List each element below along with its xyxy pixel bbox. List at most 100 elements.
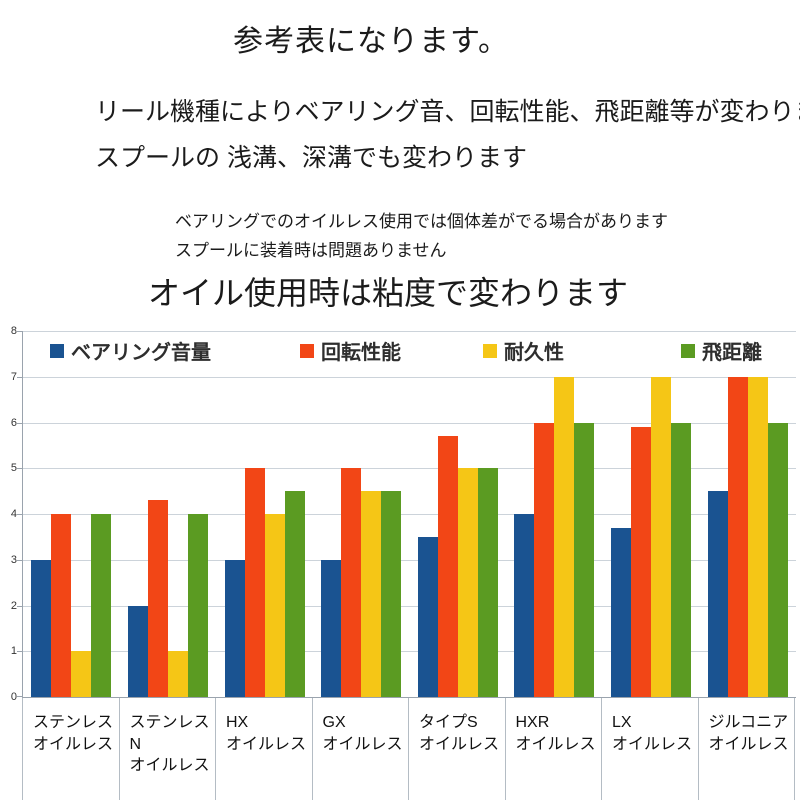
subtitle-line1: リール機種によりベアリング音、回転性能、飛距離等が変わります。 xyxy=(95,98,800,126)
subtitle-line2: スプールの 浅溝、深溝でも変わります xyxy=(95,144,527,172)
bar xyxy=(91,514,112,697)
y-axis-tick-label: 3 xyxy=(10,553,17,566)
x-axis-label-line: HX xyxy=(226,714,249,731)
x-axis-label-line: オイルレス xyxy=(129,757,210,775)
legend-swatch xyxy=(681,343,695,358)
gridline xyxy=(23,422,796,424)
x-axis-label-line: LX xyxy=(612,714,632,731)
y-axis-tick xyxy=(17,651,23,653)
bar-group xyxy=(410,331,507,697)
legend-item: ベアリング音量 xyxy=(50,336,211,365)
emphasis-text: オイル使用時は粘度で変わります xyxy=(148,275,629,311)
x-axis-label-line: ステンレスN xyxy=(129,714,210,753)
bar-group xyxy=(120,331,217,697)
legend-swatch xyxy=(300,343,314,358)
x-axis-label-line: オイルレス xyxy=(322,735,403,753)
gridline xyxy=(23,559,796,561)
x-axis-label-line: オイルレス xyxy=(515,735,596,753)
x-axis-label-line: オイルレス xyxy=(708,735,789,753)
bar xyxy=(187,514,208,697)
bar xyxy=(514,514,535,697)
y-axis-tick-label: 0 xyxy=(10,691,17,703)
bar xyxy=(437,436,458,697)
bars-row xyxy=(23,331,796,697)
bar xyxy=(767,422,788,697)
bar xyxy=(361,491,382,697)
y-axis-tick xyxy=(17,468,23,470)
legend-label: 飛距離 xyxy=(702,342,762,364)
x-axis-label-line: ジルコニア xyxy=(708,714,789,731)
legend-swatch xyxy=(483,343,497,358)
bar xyxy=(224,559,245,697)
bar xyxy=(611,527,632,697)
y-axis-tick xyxy=(17,422,23,424)
y-axis-tick-label: 1 xyxy=(10,645,17,658)
bar xyxy=(321,559,342,697)
y-axis-tick xyxy=(17,605,23,607)
bar-group xyxy=(699,331,796,697)
page-title: 参考表になります。 xyxy=(233,25,509,58)
x-axis-label: LX オイルレス xyxy=(601,698,698,800)
x-axis-label: タイプS オイルレス xyxy=(408,698,505,800)
x-axis-label-line: GX xyxy=(322,714,346,731)
x-axis-label-line: オイルレス xyxy=(419,735,500,753)
gridline xyxy=(23,605,796,607)
bar xyxy=(534,422,555,697)
x-axis-label-line: オイルレス xyxy=(612,735,693,753)
chart-legend: ベアリング音量 回転性能 耐久性 飛距離 xyxy=(23,336,796,365)
legend-item: 耐久性 xyxy=(483,336,564,365)
bar xyxy=(71,651,92,697)
x-axis-label-line: オイルレス xyxy=(226,735,307,753)
gridline xyxy=(23,468,796,470)
bar xyxy=(31,559,52,697)
x-axis-label-line: HXR xyxy=(515,714,550,731)
y-axis-tick xyxy=(17,696,23,697)
legend-label: ベアリング音量 xyxy=(71,342,211,364)
bar xyxy=(284,491,305,697)
y-axis-tick-label: 8 xyxy=(10,325,17,337)
legend-label: 耐久性 xyxy=(504,342,564,364)
legend-item: 回転性能 xyxy=(300,336,401,365)
bar xyxy=(417,536,438,697)
bar xyxy=(457,468,478,697)
bar xyxy=(381,491,402,697)
bar xyxy=(264,514,285,697)
y-axis-tick xyxy=(17,331,23,332)
bar xyxy=(631,427,652,697)
x-axis-label: GX オイルレス xyxy=(311,698,409,800)
y-axis-tick xyxy=(17,514,23,515)
bar xyxy=(554,376,575,697)
x-axis-label: ステンレス オイルレス xyxy=(22,698,119,800)
bar xyxy=(707,491,728,697)
x-axis-label: HX オイルレス xyxy=(215,698,312,800)
bar xyxy=(747,376,768,697)
plot-area: ベアリング音量 回転性能 耐久性 飛距離 0 1 2 3 4 5 6 7 8 xyxy=(11,325,796,703)
y-axis-tick-label: 2 xyxy=(10,599,17,612)
bar-group xyxy=(23,331,120,697)
bar xyxy=(147,500,168,697)
bar-group xyxy=(506,331,603,697)
bar xyxy=(341,468,362,697)
note-line1: ベアリングでのオイルレス使用では個体差がでる場合があります xyxy=(175,212,668,231)
y-axis-tick xyxy=(17,559,23,561)
bar xyxy=(167,651,188,697)
bar xyxy=(651,376,672,697)
gridline xyxy=(23,331,796,332)
y-axis-tick-label: 6 xyxy=(10,416,17,429)
x-axis-label-line: オイルレス xyxy=(33,735,114,753)
note-line2: スプールに装着時は問題ありません xyxy=(175,241,447,260)
bar xyxy=(51,514,72,697)
legend-swatch xyxy=(50,343,64,358)
x-axis-labels: ステンレス オイルレス ステンレスN オイルレス HX オイルレス GX オイルレス タイプS オ… xyxy=(22,698,795,800)
x-axis-label: ジルコニアオイルレス xyxy=(697,698,795,800)
gridline xyxy=(23,376,796,378)
bar xyxy=(671,422,692,697)
y-axis-tick-label: 7 xyxy=(10,370,17,383)
bar-group xyxy=(216,331,313,697)
x-axis-label: HXR オイルレス xyxy=(504,698,602,800)
bar xyxy=(127,605,148,697)
bar-group xyxy=(313,331,410,697)
x-axis-label-line: タイプS xyxy=(419,714,478,731)
bar xyxy=(574,422,595,697)
x-axis-label: ステンレスN オイルレス xyxy=(118,698,216,800)
